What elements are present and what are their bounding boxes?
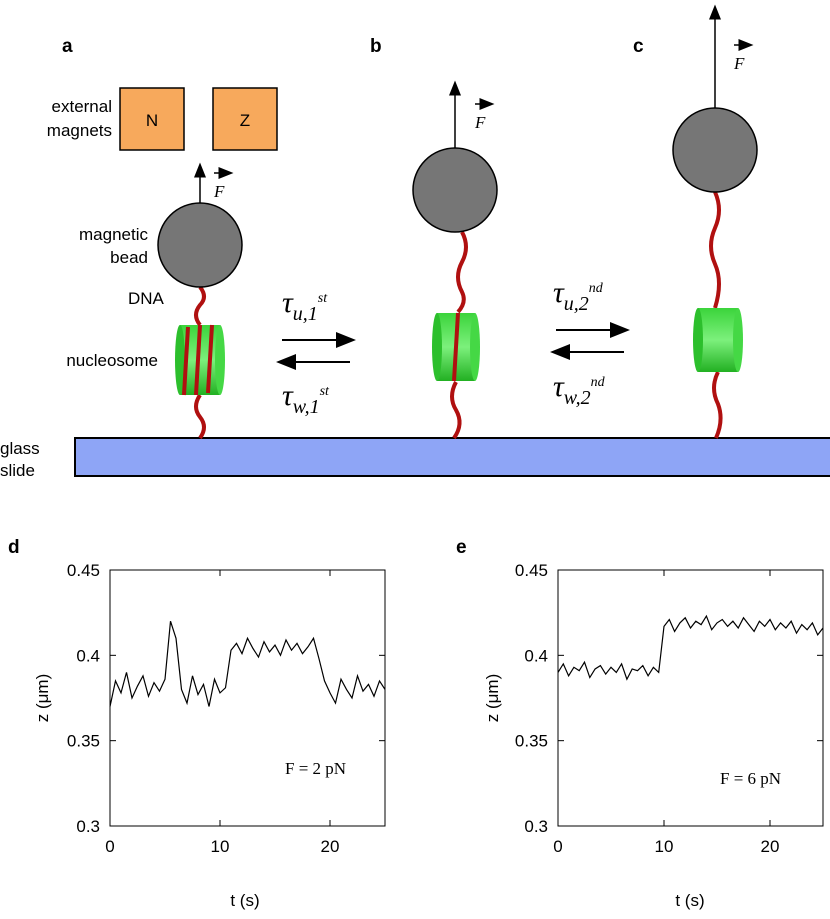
- y-tick-label: 0.35: [67, 732, 100, 751]
- annotation: F = 2 pN: [285, 759, 346, 778]
- y-tick-label: 0.3: [76, 817, 100, 836]
- dna-wrap: [184, 313, 458, 395]
- trace: [558, 616, 823, 679]
- force-label: F: [474, 113, 486, 132]
- rate-subscript: u,1: [293, 303, 318, 325]
- rate-subscript: u,2: [564, 293, 589, 315]
- panel-label: d: [8, 537, 20, 558]
- x-tick-label: 10: [655, 837, 674, 856]
- annotation: F = 6 pN: [720, 769, 781, 788]
- panel-label: a: [62, 36, 73, 57]
- y-tick-label: 0.45: [67, 561, 100, 580]
- x-tick-label: 20: [761, 837, 780, 856]
- y-tick-label: 0.4: [524, 646, 548, 665]
- panel-label: b: [370, 36, 382, 57]
- rate-subscript: w,2: [564, 387, 591, 409]
- rate-superscript: nd: [591, 375, 606, 390]
- label: external: [52, 97, 112, 116]
- rate-label: τu,1st: [282, 286, 328, 325]
- glass-slide: [75, 438, 830, 476]
- panel-label: c: [633, 36, 644, 57]
- rate-label: τw,2nd: [553, 370, 606, 409]
- rate-superscript: st: [320, 384, 330, 399]
- x-axis-label: t (s): [675, 891, 704, 910]
- figure: a b c external magnets N Z magnetic bead…: [0, 0, 830, 919]
- y-axis-label: z (μm): [33, 674, 52, 723]
- label: slide: [0, 461, 35, 480]
- y-tick-label: 0.3: [524, 817, 548, 836]
- plot-frame: [558, 570, 823, 826]
- force-label: F: [213, 182, 225, 201]
- y-tick-label: 0.35: [515, 732, 548, 751]
- label: glass: [0, 439, 40, 458]
- x-tick-label: 0: [105, 837, 114, 856]
- pole: Z: [240, 111, 250, 130]
- x-tick-label: 20: [321, 837, 340, 856]
- diagram: a b c external magnets N Z magnetic bead…: [0, 12, 830, 480]
- rate-superscript: nd: [589, 281, 604, 296]
- force-label: F: [733, 54, 745, 73]
- pole: N: [146, 111, 158, 130]
- label: magnetic: [79, 225, 148, 244]
- panel-label: e: [456, 537, 467, 558]
- x-tick-label: 0: [553, 837, 562, 856]
- label: DNA: [128, 289, 165, 308]
- label: bead: [110, 248, 148, 267]
- y-tick-label: 0.4: [76, 646, 100, 665]
- plot-frame: [110, 570, 385, 826]
- y-tick-label: 0.45: [515, 561, 548, 580]
- label: magnets: [47, 121, 112, 140]
- y-axis-label: z (μm): [483, 674, 502, 723]
- rate-label: τu,2nd: [553, 276, 604, 315]
- rate-superscript: st: [318, 291, 328, 306]
- x-axis-label: t (s): [230, 891, 259, 910]
- trace: [110, 621, 385, 706]
- rate-label: τw,1st: [282, 379, 330, 418]
- label: nucleosome: [66, 351, 158, 370]
- rate-subscript: w,1: [293, 396, 320, 418]
- x-tick-label: 10: [211, 837, 230, 856]
